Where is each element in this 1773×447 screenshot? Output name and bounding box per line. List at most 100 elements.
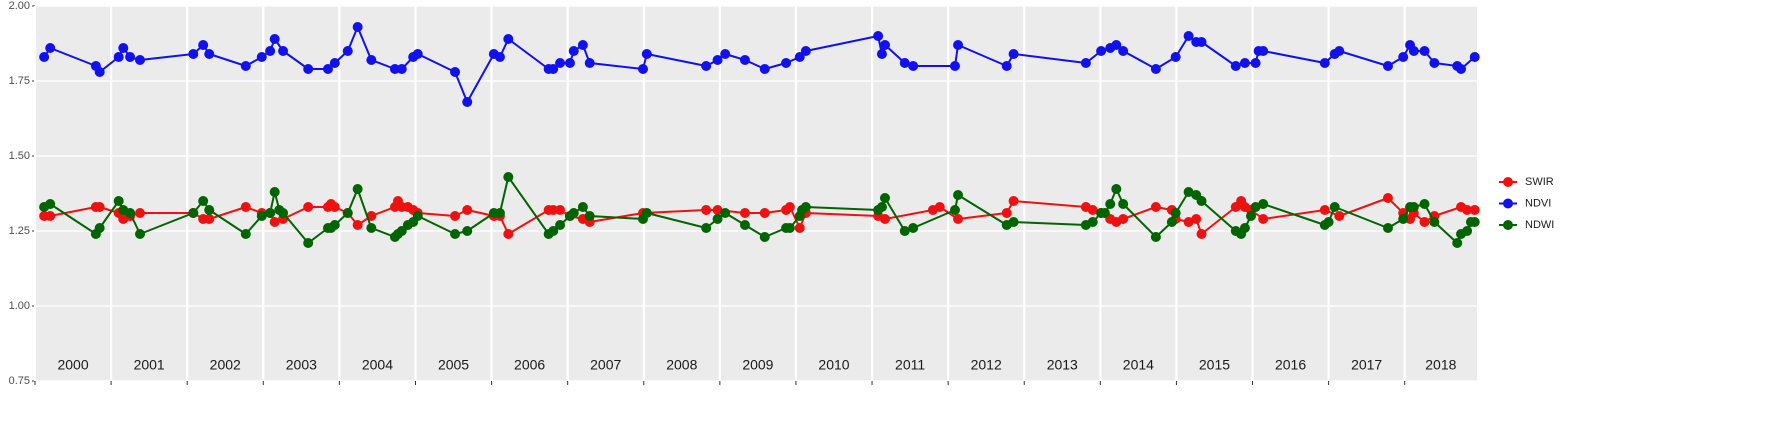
data-point <box>953 214 964 224</box>
data-point <box>412 49 423 59</box>
data-point <box>1196 196 1207 206</box>
data-point <box>637 64 648 74</box>
data-point <box>1398 214 1409 224</box>
data-point <box>1258 214 1269 224</box>
data-point <box>303 202 314 212</box>
year-label: 2010 <box>818 357 849 373</box>
data-point <box>204 214 215 224</box>
year-label: 2000 <box>57 357 88 373</box>
data-point <box>1408 202 1419 212</box>
data-point <box>322 64 333 74</box>
data-point <box>113 52 124 62</box>
data-point <box>198 196 209 206</box>
data-point <box>1398 52 1409 62</box>
data-point <box>759 232 770 242</box>
data-point <box>1239 223 1250 233</box>
data-point <box>1230 61 1241 71</box>
data-point <box>1323 217 1334 227</box>
data-point <box>949 205 960 215</box>
data-point <box>800 46 811 56</box>
data-point <box>135 229 146 239</box>
data-point <box>303 238 314 248</box>
data-point <box>1329 202 1340 212</box>
data-point <box>1105 199 1116 209</box>
data-point <box>494 208 505 218</box>
data-point <box>1419 199 1430 209</box>
data-point <box>584 211 595 221</box>
data-point <box>265 208 276 218</box>
data-point <box>1099 208 1110 218</box>
data-point <box>701 61 712 71</box>
data-point <box>1429 58 1440 68</box>
data-point <box>720 208 731 218</box>
data-point <box>555 220 566 230</box>
year-label: 2013 <box>1047 357 1078 373</box>
data-point <box>555 205 566 215</box>
data-point <box>269 187 280 197</box>
data-point <box>577 202 588 212</box>
data-point <box>1469 52 1480 62</box>
data-point <box>204 49 215 59</box>
data-point <box>1334 46 1345 56</box>
data-point <box>879 193 890 203</box>
data-point <box>712 205 723 215</box>
data-point <box>1118 199 1129 209</box>
data-point <box>503 34 514 44</box>
data-point <box>584 58 595 68</box>
data-point <box>908 223 919 233</box>
data-point <box>794 52 805 62</box>
year-label: 2018 <box>1425 357 1456 373</box>
year-label: 2016 <box>1275 357 1306 373</box>
data-point <box>125 52 136 62</box>
year-label: 2002 <box>210 357 241 373</box>
data-point <box>568 46 579 56</box>
data-point <box>135 55 146 65</box>
data-point <box>1150 232 1161 242</box>
data-point <box>1008 217 1019 227</box>
data-point <box>45 211 56 221</box>
data-point <box>1008 49 1019 59</box>
data-point <box>781 58 792 68</box>
data-point <box>1382 61 1393 71</box>
year-label: 2004 <box>362 357 393 373</box>
legend-key <box>1503 198 1513 209</box>
data-point <box>278 46 289 56</box>
year-label: 2001 <box>134 357 165 373</box>
data-point <box>366 55 377 65</box>
data-point <box>198 40 209 50</box>
data-point <box>899 226 910 236</box>
data-point <box>1258 199 1269 209</box>
data-point <box>240 229 251 239</box>
year-label: 2015 <box>1199 357 1230 373</box>
data-point <box>412 211 423 221</box>
data-point <box>39 52 50 62</box>
data-point <box>1469 205 1480 215</box>
legend-key <box>1503 177 1513 187</box>
data-point <box>1087 205 1098 215</box>
data-point <box>1319 205 1330 215</box>
data-point <box>1118 46 1129 56</box>
data-point <box>450 229 461 239</box>
data-point <box>1408 46 1419 56</box>
data-point <box>1150 64 1161 74</box>
data-point <box>555 58 566 68</box>
data-point <box>1258 46 1269 56</box>
year-label: 2012 <box>971 357 1002 373</box>
data-point <box>503 229 514 239</box>
data-point <box>953 190 964 200</box>
y-tick-label: 1.25 <box>9 225 30 237</box>
data-point <box>1469 217 1480 227</box>
data-point <box>1196 37 1207 47</box>
data-point <box>1087 217 1098 227</box>
data-point <box>113 196 124 206</box>
year-label: 2007 <box>590 357 621 373</box>
year-label: 2011 <box>895 357 925 373</box>
data-point <box>1196 229 1207 239</box>
data-point <box>1382 223 1393 233</box>
data-point <box>125 208 136 218</box>
data-point <box>794 223 805 233</box>
data-point <box>45 199 56 209</box>
data-point <box>879 214 890 224</box>
legend-key <box>1503 220 1513 230</box>
